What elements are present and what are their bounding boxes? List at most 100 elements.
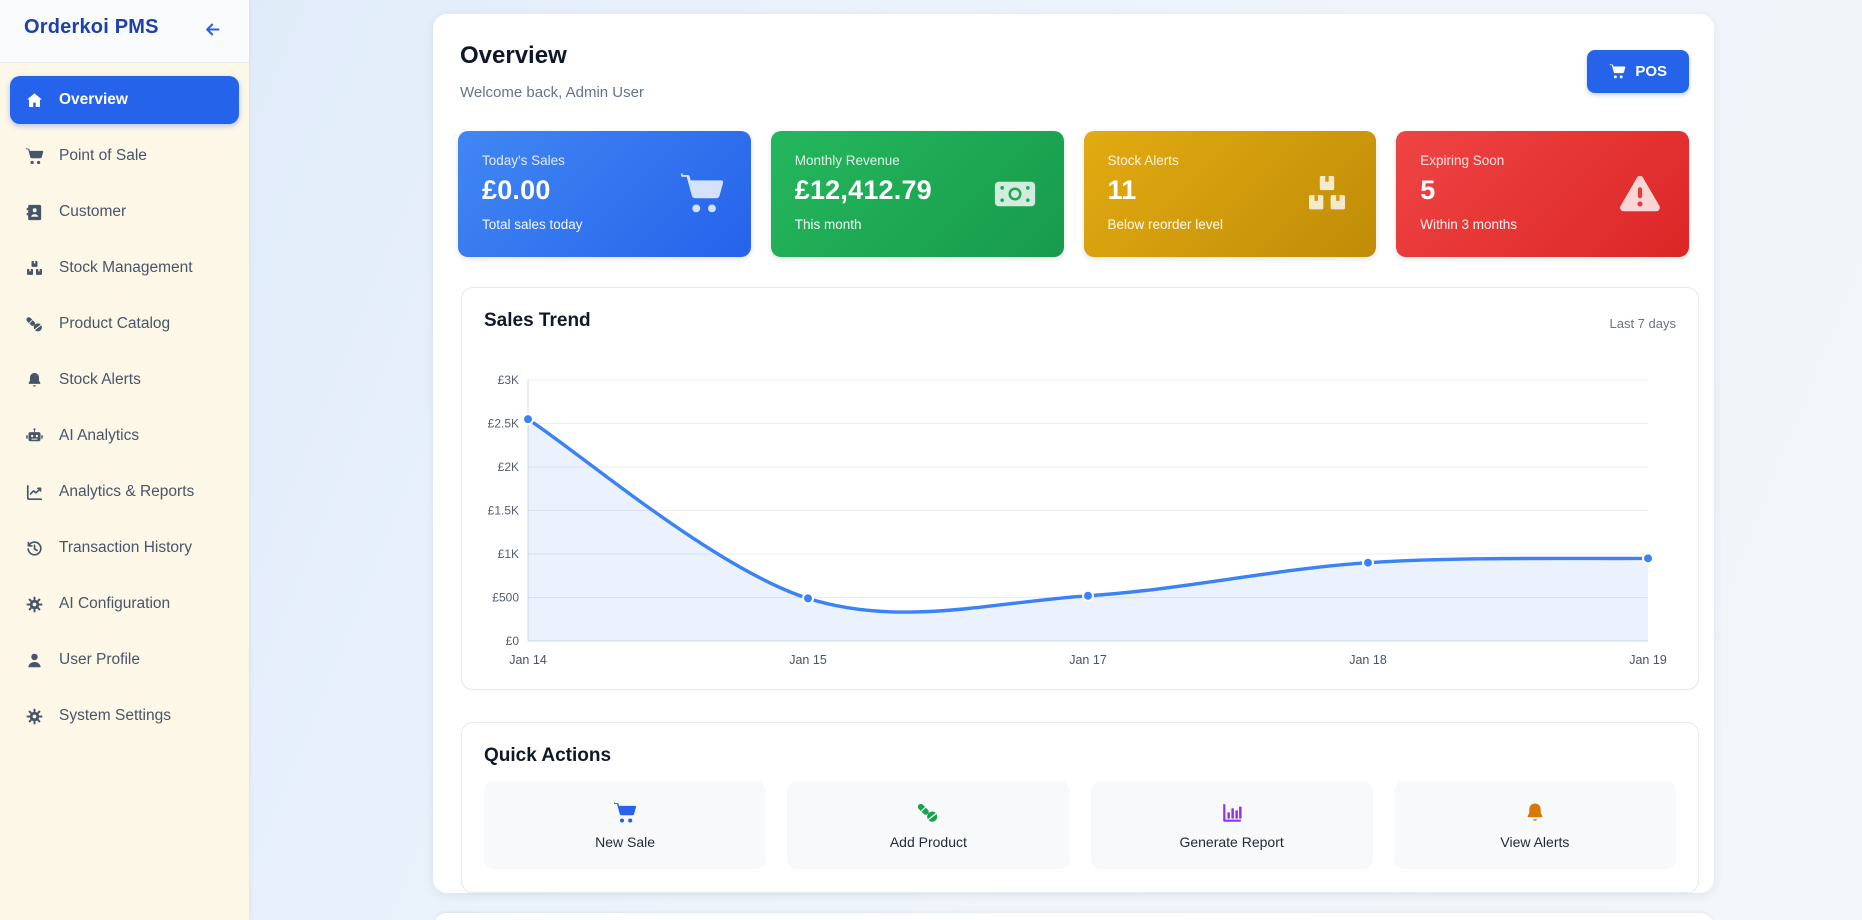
pos-button-label: POS [1635, 63, 1667, 80]
stat-value: 5 [1420, 175, 1436, 205]
sidebar-item-system-settings[interactable]: System Settings [10, 692, 239, 740]
svg-text:£0: £0 [506, 634, 520, 648]
sidebar-item-ai-analytics[interactable]: AI Analytics [10, 412, 239, 460]
quick-action-label: View Alerts [1500, 833, 1570, 850]
sidebar: Orderkoi PMS Overview Point of Sale Custom… [0, 0, 249, 920]
pills-icon [24, 314, 44, 334]
sidebar-item-label: AI Analytics [59, 427, 140, 444]
sidebar-item-customer[interactable]: Customer [10, 188, 239, 236]
sidebar-header: Orderkoi PMS [0, 0, 249, 63]
sales-trend-title: Sales Trend [484, 310, 591, 331]
gear-icon [24, 706, 44, 726]
sidebar-item-stock-alerts[interactable]: Stock Alerts [10, 356, 239, 404]
warning-icon [1617, 171, 1663, 217]
stat-subtext: Within 3 months [1420, 217, 1518, 232]
stat-label: Monthly Revenue [794, 153, 900, 168]
sidebar-item-label: Product Catalog [59, 315, 171, 332]
quick-action-label: New Sale [595, 833, 656, 850]
history-icon [24, 538, 44, 558]
boxes-icon [1304, 171, 1350, 217]
stat-subtext: Below reorder level [1107, 217, 1224, 232]
sales-trend-period: Last 7 days [1609, 316, 1677, 331]
app-title: Orderkoi PMS [24, 16, 159, 38]
quick-action-new-sale[interactable]: New Sale [484, 781, 767, 869]
chart-line-icon [24, 482, 44, 502]
svg-text:£1.5K: £1.5K [488, 504, 519, 518]
cart-icon [24, 146, 44, 166]
overview-card: Overview Welcome back, Admin User POS To… [433, 14, 1714, 893]
stat-card-monthly-revenue: Monthly Revenue £12,412.79 This month [770, 131, 1064, 257]
cart-icon [679, 171, 725, 217]
quick-action-view-alerts[interactable]: View Alerts [1393, 781, 1676, 869]
welcome-text: Welcome back, Admin User [460, 84, 644, 101]
sidebar-item-product-catalog[interactable]: Product Catalog [10, 300, 239, 348]
bell-icon [24, 370, 44, 390]
stat-card-today-s-sales: Today's Sales £0.00 Total sales today [458, 131, 751, 257]
cart-icon [1609, 63, 1626, 80]
arrow-left-icon [200, 18, 224, 42]
svg-text:Jan 14: Jan 14 [509, 653, 547, 667]
stat-subtext: This month [794, 217, 862, 232]
address-book-icon [24, 202, 44, 222]
quick-actions-row: New Sale Add Product Generate Report View A… [484, 781, 1676, 869]
svg-text:£2K: £2K [498, 460, 519, 474]
quick-action-generate-report[interactable]: Generate Report [1090, 781, 1373, 869]
sales-trend-card: Sales Trend Last 7 days £0 £500 £1K £1.5K £2… [461, 287, 1699, 690]
sidebar-item-analytics-reports[interactable]: Analytics & Reports [10, 468, 239, 516]
sidebar-item-ai-configuration[interactable]: AI Configuration [10, 580, 239, 628]
sidebar-item-label: AI Configuration [59, 595, 171, 612]
sidebar-nav: Overview Point of Sale Customer Stock Manag… [0, 62, 249, 748]
sidebar-item-overview[interactable]: Overview [10, 76, 239, 124]
stat-value: 11 [1107, 175, 1137, 205]
quick-action-add-product[interactable]: Add Product [787, 781, 1070, 869]
sidebar-item-label: System Settings [59, 707, 171, 724]
stat-label: Today's Sales [482, 153, 565, 168]
sidebar-item-label: Customer [59, 203, 127, 220]
svg-text:Jan 19: Jan 19 [1629, 653, 1667, 667]
pos-button[interactable]: POS [1587, 50, 1689, 93]
sidebar-collapse-button[interactable] [197, 15, 227, 45]
svg-text:£1K: £1K [498, 547, 519, 561]
boxes-icon [24, 258, 44, 278]
sidebar-item-label: Overview [59, 91, 128, 108]
next-section-card [433, 913, 1714, 920]
sidebar-item-label: User Profile [59, 651, 140, 668]
pills-icon [916, 801, 940, 825]
svg-text:£2.5K: £2.5K [488, 417, 519, 431]
chart-column-icon [1220, 801, 1244, 825]
stat-card-stock-alerts: Stock Alerts 11 Below reorder level [1083, 131, 1377, 257]
user-icon [24, 650, 44, 670]
sidebar-item-point-of-sale[interactable]: Point of Sale [10, 132, 239, 180]
svg-text:£500: £500 [492, 591, 519, 605]
stat-value: £12,412.79 [794, 175, 932, 205]
sidebar-item-transaction-history[interactable]: Transaction History [10, 524, 239, 572]
sidebar-item-label: Analytics & Reports [59, 483, 195, 500]
stat-card-expiring-soon: Expiring Soon 5 Within 3 months [1396, 131, 1689, 257]
home-icon [24, 90, 44, 110]
svg-text:Jan 15: Jan 15 [789, 653, 827, 667]
svg-text:Jan 18: Jan 18 [1349, 653, 1387, 667]
svg-text:Jan 17: Jan 17 [1069, 653, 1107, 667]
stat-subtext: Total sales today [482, 217, 583, 232]
quick-action-label: Generate Report [1179, 833, 1284, 850]
quick-action-label: Add Product [889, 833, 967, 850]
page-title: Overview [460, 42, 567, 69]
quick-actions-title: Quick Actions [484, 745, 612, 766]
stat-value: £0.00 [482, 175, 551, 205]
money-icon [992, 171, 1038, 217]
sidebar-item-label: Point of Sale [59, 147, 147, 164]
stat-label: Expiring Soon [1420, 153, 1505, 168]
robot-icon [24, 426, 44, 446]
cart-icon [613, 801, 637, 825]
sidebar-item-label: Stock Management [59, 259, 193, 276]
stat-label: Stock Alerts [1107, 153, 1179, 168]
stat-cards-row: Today's Sales £0.00 Total sales today Month… [458, 131, 1689, 257]
quick-actions-card: Quick Actions New Sale Add Product Generat… [461, 722, 1699, 893]
sidebar-item-user-profile[interactable]: User Profile [10, 636, 239, 684]
bell-icon [1523, 801, 1547, 825]
sidebar-item-stock-management[interactable]: Stock Management [10, 244, 239, 292]
sales-trend-chart: £0 £500 £1K £1.5K £2K £2.5K £3K Jan 14 Jan 15 Jan… [488, 373, 1667, 667]
sidebar-item-label: Stock Alerts [59, 371, 141, 388]
svg-text:£3K: £3K [498, 373, 519, 387]
